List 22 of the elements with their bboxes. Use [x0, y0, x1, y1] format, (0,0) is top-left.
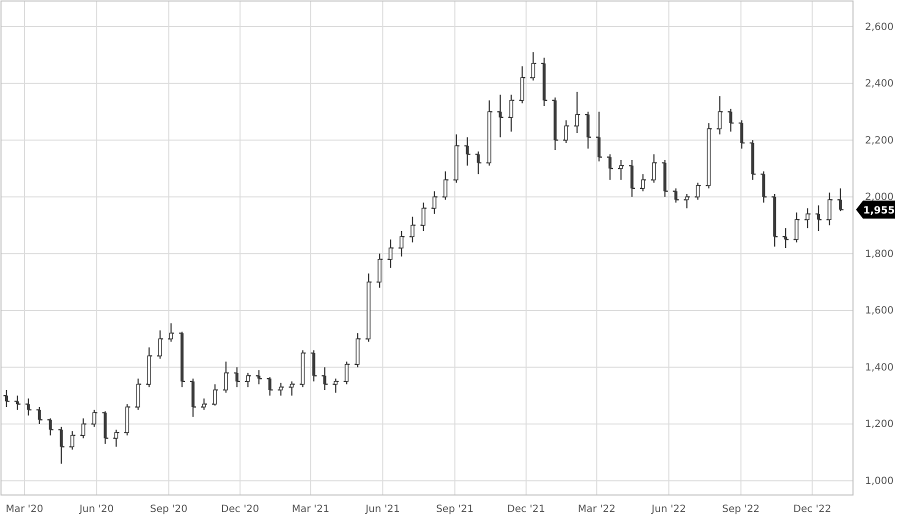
y-tick-label: 1,400 [865, 362, 894, 374]
y-tick-label: 1,800 [865, 248, 894, 260]
x-tick-label: Sep '21 [436, 504, 474, 516]
annotation: 1,955 [863, 206, 895, 217]
y-tick-label: 2,400 [865, 78, 894, 90]
y-tick-label: 1,600 [865, 306, 894, 317]
x-tick-label: Dec '22 [793, 504, 832, 516]
y-tick-label: 2,600 [865, 22, 894, 33]
x-tick-label: Dec '20 [221, 504, 260, 516]
x-tick-label: Sep '22 [722, 504, 760, 516]
x-tick-label: Jun '21 [364, 504, 400, 516]
x-tick-label: Mar '20 [6, 504, 44, 516]
y-tick-label: 1,200 [865, 419, 894, 430]
x-tick-label: Sep '20 [150, 504, 188, 516]
x-tick-label: Dec '21 [507, 504, 546, 516]
y-tick-label: 2,200 [865, 135, 894, 146]
x-tick-label: Mar '22 [578, 504, 616, 516]
y-tick-label: 2,000 [865, 192, 894, 204]
x-tick-label: Jun '20 [78, 504, 114, 516]
x-tick-label: Mar '21 [292, 504, 330, 516]
y-tick-label: 1,000 [865, 476, 894, 488]
x-tick-label: Jun '22 [650, 504, 686, 516]
